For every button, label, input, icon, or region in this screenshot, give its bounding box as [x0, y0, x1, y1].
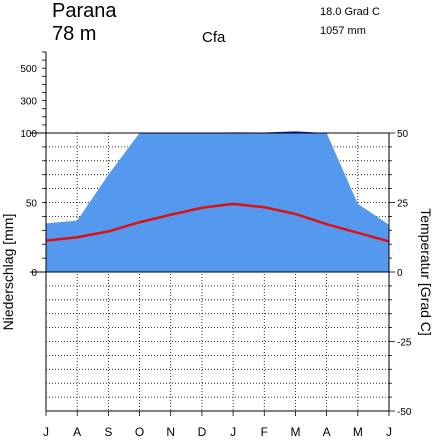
station-elevation: 78 m: [52, 23, 96, 45]
precipitation-area: [46, 133, 389, 272]
precipitation-tick-label: 0: [31, 268, 37, 279]
temperature-tick-label: -50: [397, 407, 412, 418]
month-label: D: [198, 425, 207, 439]
month-label: O: [135, 425, 144, 439]
month-label: J: [43, 425, 49, 439]
mean-temperature: 18.0 Grad C: [320, 6, 380, 18]
month-label: M: [353, 425, 363, 439]
month-label: N: [166, 425, 175, 439]
temperature-tick-label: 0: [397, 268, 403, 279]
month-label: M: [290, 425, 300, 439]
month-label: A: [323, 425, 331, 439]
precipitation-tick-label: 300: [20, 97, 37, 108]
temperature-tick-label: 25: [397, 199, 409, 210]
annual-precipitation: 1057 mm: [320, 25, 366, 37]
temperature-axis-label: Temperatur [Grad C]: [418, 208, 433, 336]
precipitation-tick-label: 100: [20, 129, 37, 140]
precipitation-axis-ticks: 0 50 100 300 500: [20, 51, 46, 279]
month-label: J: [230, 425, 236, 439]
temperature-line: [45, 202, 390, 243]
month-label: F: [261, 425, 268, 439]
temperature-tick-label: 50: [397, 129, 409, 140]
month-label: S: [104, 425, 112, 439]
month-label: A: [73, 425, 81, 439]
month-label: J: [386, 425, 392, 439]
temperature-tick-label: -25: [397, 338, 412, 349]
precipitation-tick-label: 500: [20, 64, 37, 75]
station-name: Parana: [52, 0, 117, 22]
climate-class: Cfa: [202, 29, 226, 46]
precipitation-tick-label: 50: [26, 199, 38, 210]
precipitation-axis-label: Niederschlag [mm]: [0, 214, 16, 331]
temperature-axis-ticks: 50 25 0 -25 -50: [389, 129, 412, 418]
